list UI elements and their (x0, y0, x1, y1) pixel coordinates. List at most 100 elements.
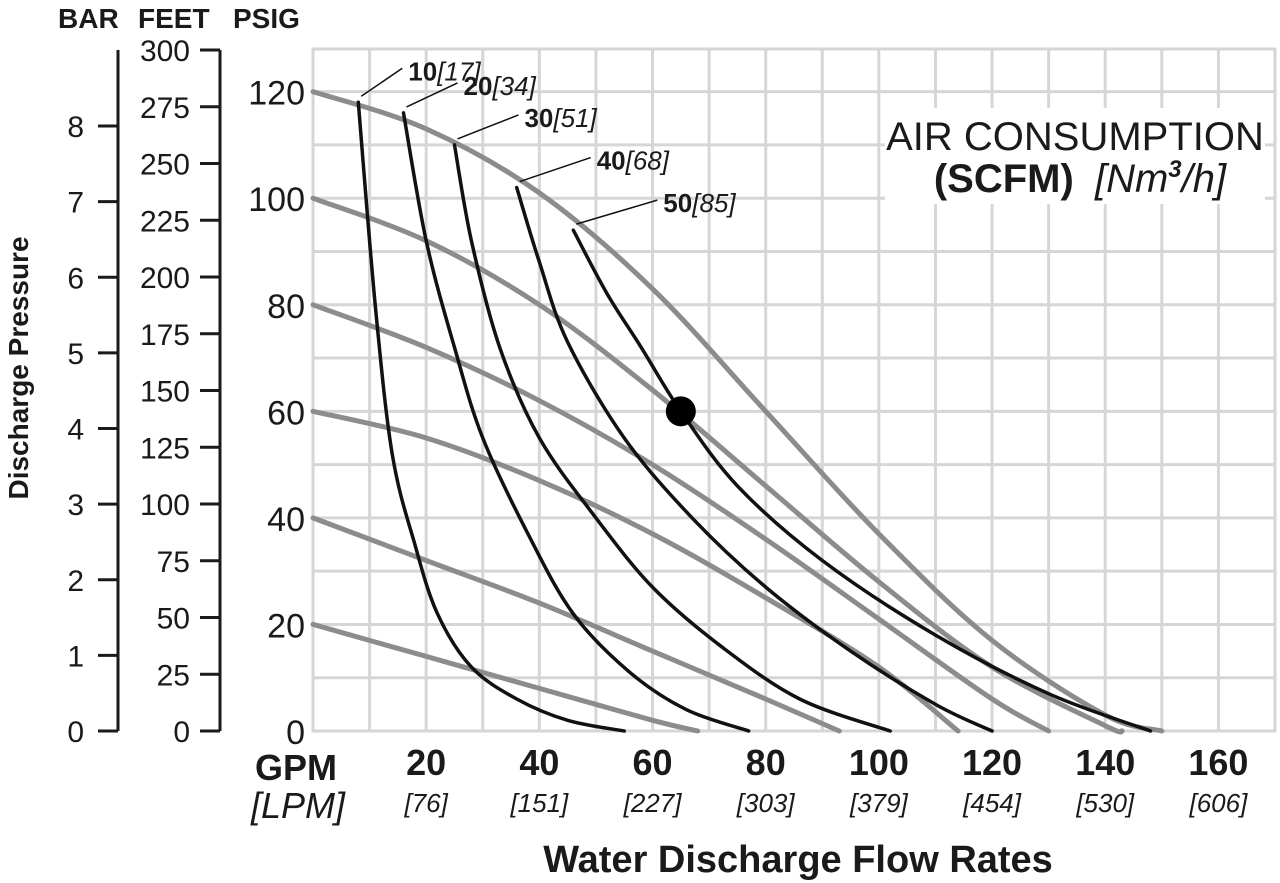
psig-axis: 0 20 40 60 80 100 120 (248, 75, 305, 752)
curve-label-scfm: 40 (597, 146, 626, 176)
bar-tick-label: 1 (67, 640, 84, 673)
psig-tick-label: 80 (267, 288, 305, 326)
x-tick-label: 160 (1188, 742, 1248, 783)
x-tick-label: 140 (1075, 742, 1135, 783)
x-tick-lpm-label: [454] (962, 788, 1022, 818)
bar-tick-label: 0 (67, 716, 84, 749)
psig-tick-label: 120 (248, 75, 305, 113)
curve-label-20: 20[34] (464, 71, 537, 101)
chart-subtitle: (SCFM) [Nm3/h] (934, 156, 1227, 201)
psig-header: PSIG (233, 3, 300, 34)
bar-tick-label: 3 (67, 489, 84, 522)
curve-label-scfm: 20 (464, 71, 493, 101)
x-tick-label: 120 (962, 742, 1022, 783)
subtitle-nm-pre: [Nm (1094, 157, 1168, 201)
feet-tick-label: 50 (157, 603, 190, 636)
air-curve-10 (356, 100, 626, 733)
curve-label-scfm: 10 (408, 56, 437, 86)
air-consumption-curves (356, 100, 1153, 733)
pressure-curves (310, 89, 1165, 735)
pressure-curve-20 (310, 621, 701, 734)
feet-tick-label: 0 (173, 716, 190, 749)
bar-tick-label: 7 (67, 187, 84, 220)
bar-tick-label: 4 (67, 414, 84, 447)
psig-tick-label: 60 (267, 394, 305, 432)
x-tick-lpm-label: [151] (509, 788, 569, 818)
bar-tick-label: 2 (67, 565, 84, 598)
curve-label-40: 40[68] (597, 146, 670, 176)
bar-tick-label: 5 (67, 338, 84, 371)
pressure-curve-60 (310, 408, 961, 734)
leader-20 (406, 82, 458, 108)
x-tick-lpm-label: [606] (1188, 788, 1248, 818)
curve-label-30: 30[51] (524, 103, 597, 133)
leader-30 (457, 114, 519, 140)
feet-tick-label: 300 (140, 35, 190, 68)
bar-tick-label: 6 (67, 262, 84, 295)
x-tick-lpm-label: [530] (1075, 788, 1135, 818)
x-tick-lpm-label: [303] (736, 788, 796, 818)
subtitle-sup: 3 (1168, 156, 1182, 183)
feet-header: FEET (138, 3, 210, 34)
x-tick-label: 80 (746, 742, 786, 783)
subtitle-scfm: (SCFM) (934, 157, 1074, 201)
pressure-curve-120 (310, 89, 1165, 734)
feet-tick-label: 275 (140, 92, 190, 125)
leader-10 (360, 67, 403, 97)
x-unit-lpm: [LPM] (250, 785, 346, 826)
feet-tick-label: 125 (140, 432, 190, 465)
bar-tick-label: 8 (67, 111, 84, 144)
feet-tick-label: 25 (157, 659, 190, 692)
x-tick-lpm-label: [379] (849, 788, 909, 818)
x-tick-label: 20 (406, 742, 446, 783)
feet-tick-label: 225 (140, 205, 190, 238)
feet-tick-label: 100 (140, 489, 190, 522)
curve-label-10: 10[17] (408, 56, 481, 86)
feet-tick-label: 150 (140, 376, 190, 409)
bar-header: BAR (58, 3, 119, 34)
x-tick-lpm-label: [76] (403, 788, 448, 818)
leader-40 (519, 156, 591, 183)
pressure-curve-80 (310, 302, 1052, 734)
chart-title: AIR CONSUMPTION (886, 115, 1264, 159)
curve-label-metric: [68] (625, 146, 670, 176)
x-tick-label: 100 (849, 742, 909, 783)
air-curve-40 (514, 185, 994, 733)
x-tick-lpm-label: [227] (623, 788, 683, 818)
pressure-curve-40 (310, 515, 842, 734)
psig-tick-label: 20 (267, 607, 305, 645)
curve-label-metric: [34] (491, 71, 536, 101)
curve-label-metric: [17] (436, 56, 481, 86)
feet-tick-label: 250 (140, 149, 190, 182)
curve-label-50: 50[85] (663, 188, 736, 218)
x-tick-label: 60 (633, 742, 673, 783)
bar-axis: 0 1 2 3 4 5 6 7 8 (67, 50, 120, 749)
subtitle-nm-post: /h] (1179, 157, 1227, 201)
x-tick-label: 40 (519, 742, 559, 783)
pressure-curve-100 (310, 195, 1125, 735)
psig-tick-label: 0 (286, 714, 305, 752)
feet-tick-label: 200 (140, 262, 190, 295)
curve-label-metric: [51] (552, 103, 597, 133)
curve-label-leaders (360, 67, 658, 225)
feet-axis: 0 25 50 75 100 125 150 175 200 225 250 275 300 (140, 35, 222, 749)
air-curve-50 (571, 228, 1153, 733)
x-unit-gpm: GPM (255, 747, 337, 788)
air-curve-20 (401, 111, 751, 733)
leader-50 (576, 199, 658, 225)
curve-label-scfm: 30 (524, 103, 553, 133)
title-background (885, 108, 1265, 204)
psig-tick-label: 40 (267, 501, 305, 539)
air-curve-30 (452, 143, 892, 733)
operating-point-layer (665, 396, 696, 427)
feet-tick-label: 175 (140, 319, 190, 352)
operating-point-marker (665, 396, 696, 427)
y-axis-label: Discharge Pressure (3, 236, 34, 499)
x-axis: 20 [76] 40 [151] 60 [227] 80 [303] 100 [379] 120 [4… (403, 742, 1248, 818)
feet-tick-label: 75 (157, 546, 190, 579)
psig-tick-label: 100 (248, 181, 305, 219)
curve-label-scfm: 50 (663, 188, 692, 218)
curve-labels: 10[17]20[34]30[51]40[68] 50[85] (408, 56, 736, 218)
curve-label-metric: [85] (691, 188, 736, 218)
